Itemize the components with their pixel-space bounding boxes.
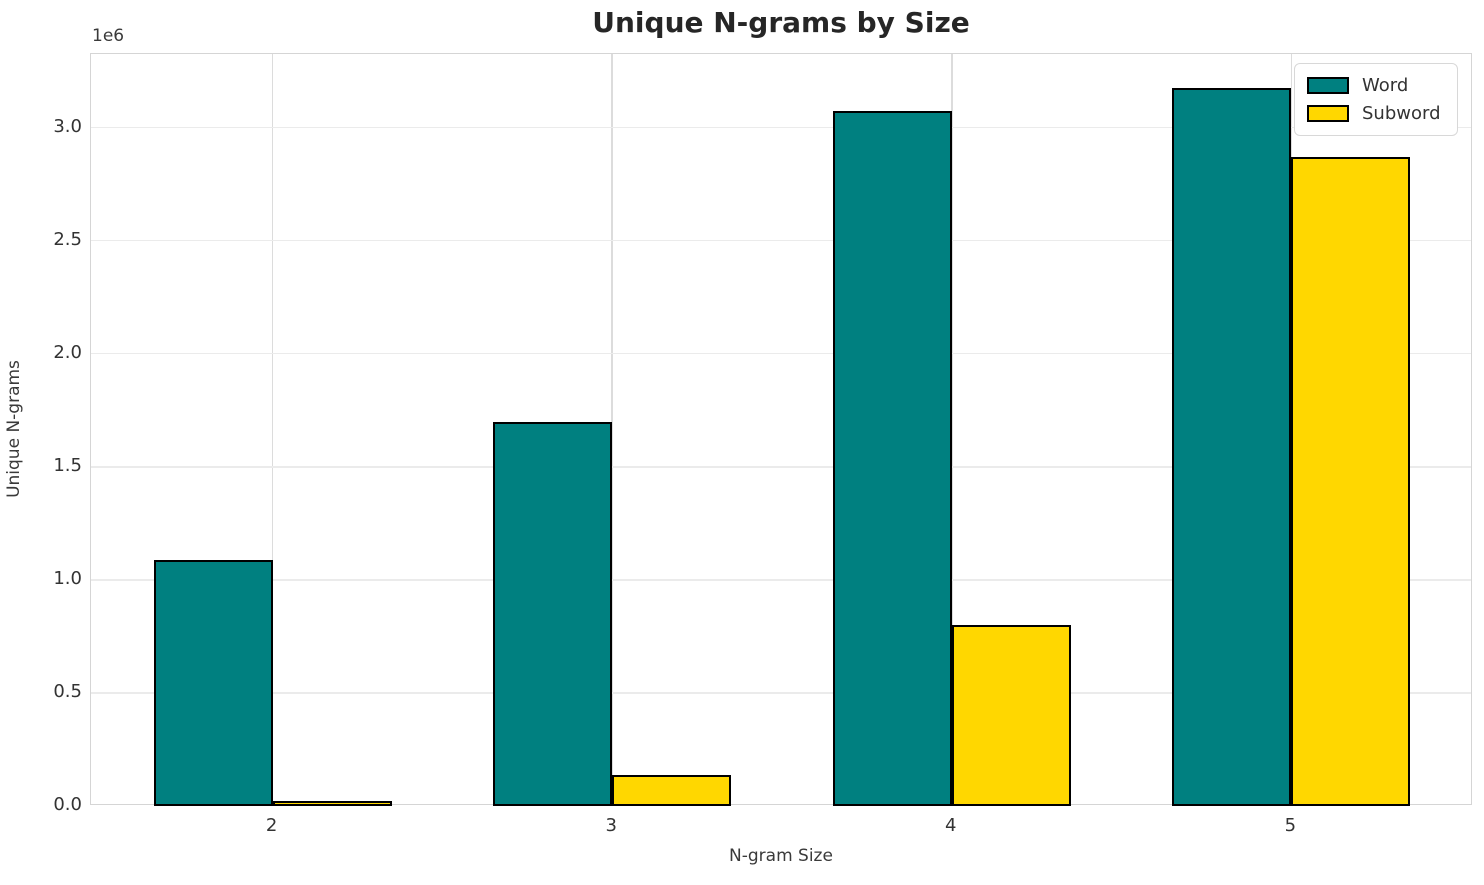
- bar-word-n4: [832, 110, 952, 806]
- y-tick-label: 2.0: [53, 341, 82, 363]
- bar-subword-n4: [951, 625, 1071, 806]
- bar-word-n3: [493, 421, 613, 806]
- chart-title: Unique N-grams by Size: [592, 6, 970, 39]
- subword-series-swatch: [1307, 104, 1349, 122]
- y-tick-label: 1.5: [53, 454, 82, 476]
- x-tick-label: 4: [945, 815, 957, 836]
- legend-item-word: Word: [1307, 73, 1445, 97]
- y-tick-label: 3.0: [53, 115, 82, 137]
- vertical-gridline: [611, 54, 613, 804]
- x-tick-label: 3: [605, 815, 617, 836]
- x-tick-label: 2: [265, 815, 278, 836]
- horizontal-gridline: [91, 239, 1471, 242]
- horizontal-gridline: [91, 126, 1471, 129]
- bar-subword-n5: [1291, 157, 1411, 806]
- word-series-swatch: [1307, 76, 1349, 94]
- horizontal-gridline: [91, 579, 1471, 581]
- y-tick-label: 1.0: [53, 567, 82, 589]
- bar-word-n5: [1172, 88, 1292, 806]
- plot-area: [90, 53, 1472, 806]
- legend-label-word: Word: [1362, 74, 1409, 96]
- x-axis-label: N-gram Size: [729, 846, 833, 866]
- horizontal-gridline: [91, 466, 1471, 468]
- legend: Word Subword: [1294, 63, 1458, 136]
- horizontal-gridline: [91, 692, 1471, 694]
- vertical-gridline: [271, 54, 274, 804]
- horizontal-gridline: [91, 352, 1471, 355]
- vertical-gridline: [951, 54, 953, 804]
- legend-item-subword: Subword: [1307, 101, 1445, 125]
- y-tick-label: 0.5: [53, 680, 82, 702]
- x-tick-label: 5: [1284, 815, 1297, 836]
- bar-word-n2: [153, 559, 273, 806]
- y-tick-label: 2.5: [53, 228, 82, 250]
- bar-subword-n3: [612, 774, 732, 806]
- y-axis-offset-label: 1e6: [92, 26, 125, 46]
- y-axis-label: Unique N-grams: [4, 360, 24, 498]
- legend-label-subword: Subword: [1362, 102, 1441, 124]
- y-tick-label: 0.0: [53, 794, 82, 815]
- bar-subword-n2: [272, 801, 392, 806]
